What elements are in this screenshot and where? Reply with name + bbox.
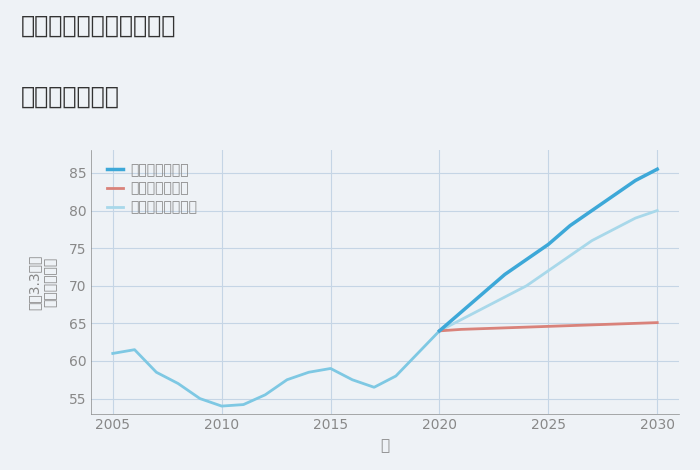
バッドシナリオ (588, 322, 596, 328)
グッドシナリオ (588, 208, 596, 213)
ノーマルシナリオ (653, 208, 662, 213)
Y-axis label: 坪（3.3㎡）
単価（万円）: 坪（3.3㎡） 単価（万円） (27, 254, 57, 310)
バッドシナリオ (500, 325, 509, 331)
バッドシナリオ (653, 320, 662, 325)
グッドシナリオ (544, 242, 552, 247)
グッドシナリオ (631, 178, 640, 183)
ノーマルシナリオ (435, 328, 444, 334)
ノーマルシナリオ (522, 283, 531, 289)
Line: グッドシナリオ: グッドシナリオ (440, 169, 657, 331)
ノーマルシナリオ (457, 317, 466, 322)
バッドシナリオ (610, 321, 618, 327)
X-axis label: 年: 年 (380, 438, 390, 453)
バッドシナリオ (522, 324, 531, 330)
バッドシナリオ (479, 326, 487, 331)
ノーマルシナリオ (631, 215, 640, 221)
グッドシナリオ (610, 193, 618, 198)
バッドシナリオ (566, 323, 574, 329)
ノーマルシナリオ (479, 306, 487, 311)
Line: ノーマルシナリオ: ノーマルシナリオ (440, 211, 657, 331)
グッドシナリオ (500, 272, 509, 277)
Line: バッドシナリオ: バッドシナリオ (440, 322, 657, 331)
ノーマルシナリオ (544, 268, 552, 274)
Text: 神奈川県伊勢原市池端の: 神奈川県伊勢原市池端の (21, 14, 176, 38)
グッドシナリオ (522, 257, 531, 262)
グッドシナリオ (479, 290, 487, 296)
バッドシナリオ (435, 328, 444, 334)
グッドシナリオ (435, 328, 444, 334)
グッドシナリオ (566, 223, 574, 228)
Legend: グッドシナリオ, バッドシナリオ, ノーマルシナリオ: グッドシナリオ, バッドシナリオ, ノーマルシナリオ (104, 160, 200, 217)
グッドシナリオ (457, 309, 466, 315)
ノーマルシナリオ (610, 227, 618, 232)
バッドシナリオ (544, 323, 552, 329)
バッドシナリオ (631, 321, 640, 326)
ノーマルシナリオ (500, 294, 509, 300)
ノーマルシナリオ (588, 238, 596, 243)
バッドシナリオ (457, 327, 466, 332)
Text: 土地の価格推移: 土地の価格推移 (21, 85, 120, 109)
ノーマルシナリオ (566, 253, 574, 258)
グッドシナリオ (653, 166, 662, 172)
